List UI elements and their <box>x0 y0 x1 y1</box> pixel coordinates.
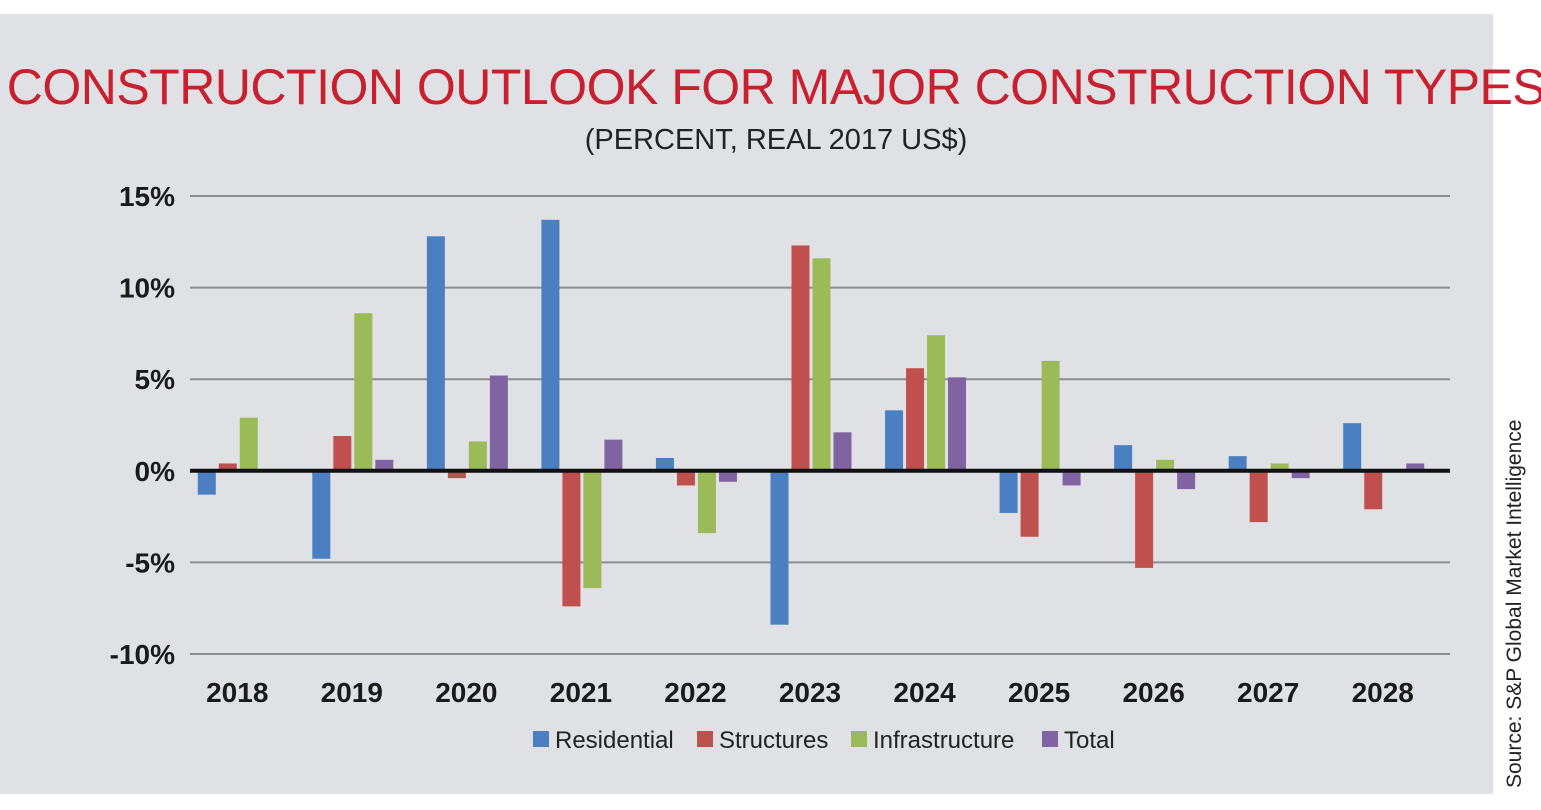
y-tick-label: 5% <box>135 364 176 395</box>
x-tick-label: 2018 <box>206 677 268 708</box>
bar-residential-2019 <box>312 471 330 559</box>
bar-residential-2026 <box>1114 445 1132 471</box>
x-tick-label: 2027 <box>1237 677 1299 708</box>
bar-residential-2021 <box>541 220 559 471</box>
bar-total-2025 <box>1063 471 1081 486</box>
bar-residential-2027 <box>1229 456 1247 471</box>
bar-structures-2028 <box>1364 471 1382 509</box>
axes: 15% 10% 5% 0% -5% -10% 2018 2019 2020 2021 2022 202… <box>110 181 1450 708</box>
y-tick-label: -5% <box>125 547 175 578</box>
legend: Residential Structures Infrastructure Total <box>533 727 1115 754</box>
bar-infrastructure-2019 <box>354 313 372 471</box>
bar-residential-2028 <box>1343 423 1361 471</box>
bar-structures-2023 <box>792 245 810 470</box>
chart-area: 15% 10% 5% 0% -5% -10% 2018 2019 2020 2021 2022 202… <box>0 0 1493 800</box>
bar-structures-2027 <box>1250 471 1268 522</box>
bar-structures-2024 <box>906 368 924 471</box>
source-note: Source: S&P Global Market Intelligence <box>1500 398 1530 788</box>
bars <box>198 220 1424 625</box>
bar-total-2021 <box>604 440 622 471</box>
bar-infrastructure-2025 <box>1042 361 1060 471</box>
bar-infrastructure-2018 <box>240 418 258 471</box>
bar-structures-2025 <box>1021 471 1039 537</box>
x-tick-label: 2026 <box>1122 677 1184 708</box>
bar-total-2023 <box>834 432 852 470</box>
bar-structures-2019 <box>333 436 351 471</box>
bar-residential-2024 <box>885 410 903 470</box>
bar-residential-2020 <box>427 236 445 470</box>
bar-total-2026 <box>1177 471 1195 489</box>
bar-structures-2021 <box>562 471 580 607</box>
y-tick-label: 15% <box>119 181 175 212</box>
legend-swatch-infrastructure <box>851 731 867 747</box>
legend-swatch-structures <box>697 731 713 747</box>
legend-label-total: Total <box>1064 727 1115 754</box>
bar-infrastructure-2021 <box>583 471 601 588</box>
x-tick-label: 2020 <box>435 677 497 708</box>
bar-residential-2023 <box>771 471 789 625</box>
bar-total-2024 <box>948 377 966 470</box>
x-tick-label: 2022 <box>664 677 726 708</box>
legend-label-residential: Residential <box>555 727 674 754</box>
bar-infrastructure-2020 <box>469 441 487 470</box>
legend-label-infrastructure: Infrastructure <box>873 727 1014 754</box>
y-tick-label: 10% <box>119 273 175 304</box>
y-tick-label: 0% <box>135 456 176 487</box>
x-tick-label: 2021 <box>550 677 612 708</box>
legend-swatch-total <box>1042 731 1058 747</box>
bar-infrastructure-2024 <box>927 335 945 471</box>
bar-residential-2025 <box>1000 471 1018 513</box>
x-tick-label: 2019 <box>321 677 383 708</box>
legend-swatch-residential <box>533 731 549 747</box>
x-tick-label: 2023 <box>779 677 841 708</box>
x-tick-label: 2024 <box>893 677 956 708</box>
bar-infrastructure-2022 <box>698 471 716 533</box>
bar-structures-2026 <box>1135 471 1153 568</box>
x-tick-label: 2025 <box>1008 677 1070 708</box>
legend-label-structures: Structures <box>719 727 828 754</box>
x-tick-label: 2028 <box>1352 677 1414 708</box>
bar-residential-2018 <box>198 471 216 495</box>
y-tick-label: -10% <box>110 639 175 670</box>
bar-infrastructure-2023 <box>813 258 831 471</box>
bar-total-2020 <box>490 376 508 471</box>
bar-structures-2022 <box>677 471 695 486</box>
